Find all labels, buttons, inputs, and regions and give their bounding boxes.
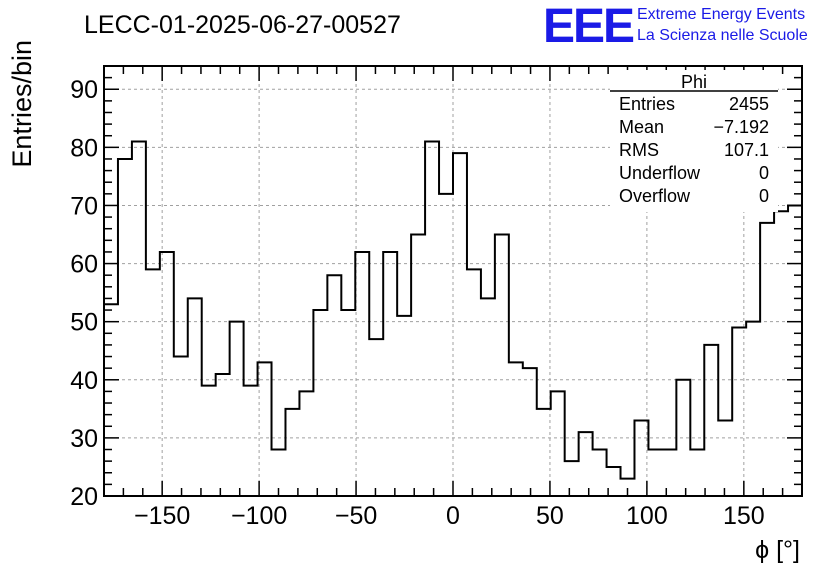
histogram-bin: [439, 194, 453, 496]
x-tick-label: 100: [626, 502, 668, 530]
y-tick-label: 20: [70, 483, 98, 511]
y-tick-label: 70: [70, 192, 98, 220]
stats-box-background: [610, 70, 778, 212]
histogram-bin: [341, 310, 355, 496]
histogram-bin: [467, 269, 481, 496]
y-tick-labels: 20 30 40 50 60 70 80 90: [70, 76, 98, 511]
histogram-bin: [593, 450, 607, 496]
histogram-bin: [788, 205, 802, 496]
histogram-bin: [537, 409, 551, 496]
histogram-bin: [579, 432, 593, 496]
histogram-bin: [313, 310, 327, 496]
histogram-bin: [523, 368, 537, 496]
x-tick-labels: −150 −100 −50 0 50 100 150: [134, 502, 765, 530]
histogram-bin: [425, 142, 439, 496]
histogram-bin: [662, 450, 676, 496]
histogram-bin: [551, 391, 565, 496]
histogram-bin: [746, 322, 760, 496]
histogram-bin: [132, 142, 146, 496]
stats-label-mean: Mean: [619, 117, 664, 137]
eee-logo-line2: La Scienza nelle Scuole: [637, 27, 808, 44]
histogram-bin: [453, 153, 467, 496]
histogram-bin: [495, 235, 509, 496]
axis-ticks: [103, 65, 803, 497]
histogram-bin: [327, 275, 341, 496]
histogram-bin: [676, 380, 690, 496]
histogram-bin: [202, 386, 216, 496]
histogram-bin: [565, 461, 579, 496]
x-tick-label: 50: [536, 502, 564, 530]
histogram-bin: [299, 391, 313, 496]
chart-title: LECC-01-2025-06-27-00527: [84, 11, 401, 39]
y-tick-label: 40: [70, 367, 98, 395]
stats-value-rms: 107.1: [724, 140, 769, 160]
histogram-bin: [188, 298, 202, 496]
histogram-bin: [760, 223, 774, 496]
histogram-bin: [258, 362, 272, 496]
eee-logo-mark: EEE: [543, 0, 634, 53]
histogram-bin: [774, 211, 788, 496]
y-tick-label: 60: [70, 251, 98, 279]
histogram-bin: [160, 252, 174, 496]
histogram-bin: [397, 316, 411, 496]
eee-logo-line1: Extreme Energy Events: [637, 6, 805, 23]
stats-value-mean: −7.192: [713, 117, 769, 137]
grid-lines: [104, 66, 802, 496]
y-tick-label: 80: [70, 134, 98, 162]
x-axis-label: ϕ [°]: [755, 536, 800, 564]
histogram-bin: [383, 252, 397, 496]
histogram-bin: [369, 339, 383, 496]
histogram-bin: [230, 322, 244, 496]
y-tick-label: 30: [70, 425, 98, 453]
histogram-bin: [355, 252, 369, 496]
histogram-bin: [411, 235, 425, 496]
histogram-bin: [285, 409, 299, 496]
eee-logo: EEE Extreme Energy Events La Scienza nel…: [543, 0, 808, 53]
histogram-bin: [732, 327, 746, 496]
stats-label-rms: RMS: [619, 140, 659, 160]
stats-label-underflow: Underflow: [619, 163, 701, 183]
y-tick-label: 90: [70, 76, 98, 104]
stats-box: Phi Entries 2455 Mean −7.192 RMS 107.1 U…: [610, 70, 778, 212]
stats-label-overflow: Overflow: [619, 186, 691, 206]
histogram-bin: [118, 159, 132, 496]
histogram-bin: [174, 357, 188, 496]
histogram-bin: [244, 386, 258, 496]
stats-value-entries: 2455: [729, 94, 769, 114]
histogram-bin: [704, 345, 718, 496]
x-tick-label: 150: [723, 502, 765, 530]
histogram-outline: [103, 140, 803, 496]
histogram-bin: [648, 450, 662, 496]
x-tick-label: −50: [335, 502, 377, 530]
y-axis-label: Entries/bin: [7, 40, 37, 168]
stats-title: Phi: [681, 72, 707, 92]
histogram-bin: [481, 298, 495, 496]
histogram-bin: [216, 374, 230, 496]
histogram-bin: [509, 362, 523, 496]
x-tick-label: −100: [231, 502, 287, 530]
stats-label-entries: Entries: [619, 94, 675, 114]
histogram-bin: [690, 450, 704, 496]
stats-value-overflow: 0: [759, 186, 769, 206]
x-tick-label: −150: [134, 502, 190, 530]
y-tick-label: 50: [70, 309, 98, 337]
histogram-bin: [146, 269, 160, 496]
histogram-bin: [718, 420, 732, 496]
stats-value-underflow: 0: [759, 163, 769, 183]
x-tick-label: 0: [446, 502, 460, 530]
